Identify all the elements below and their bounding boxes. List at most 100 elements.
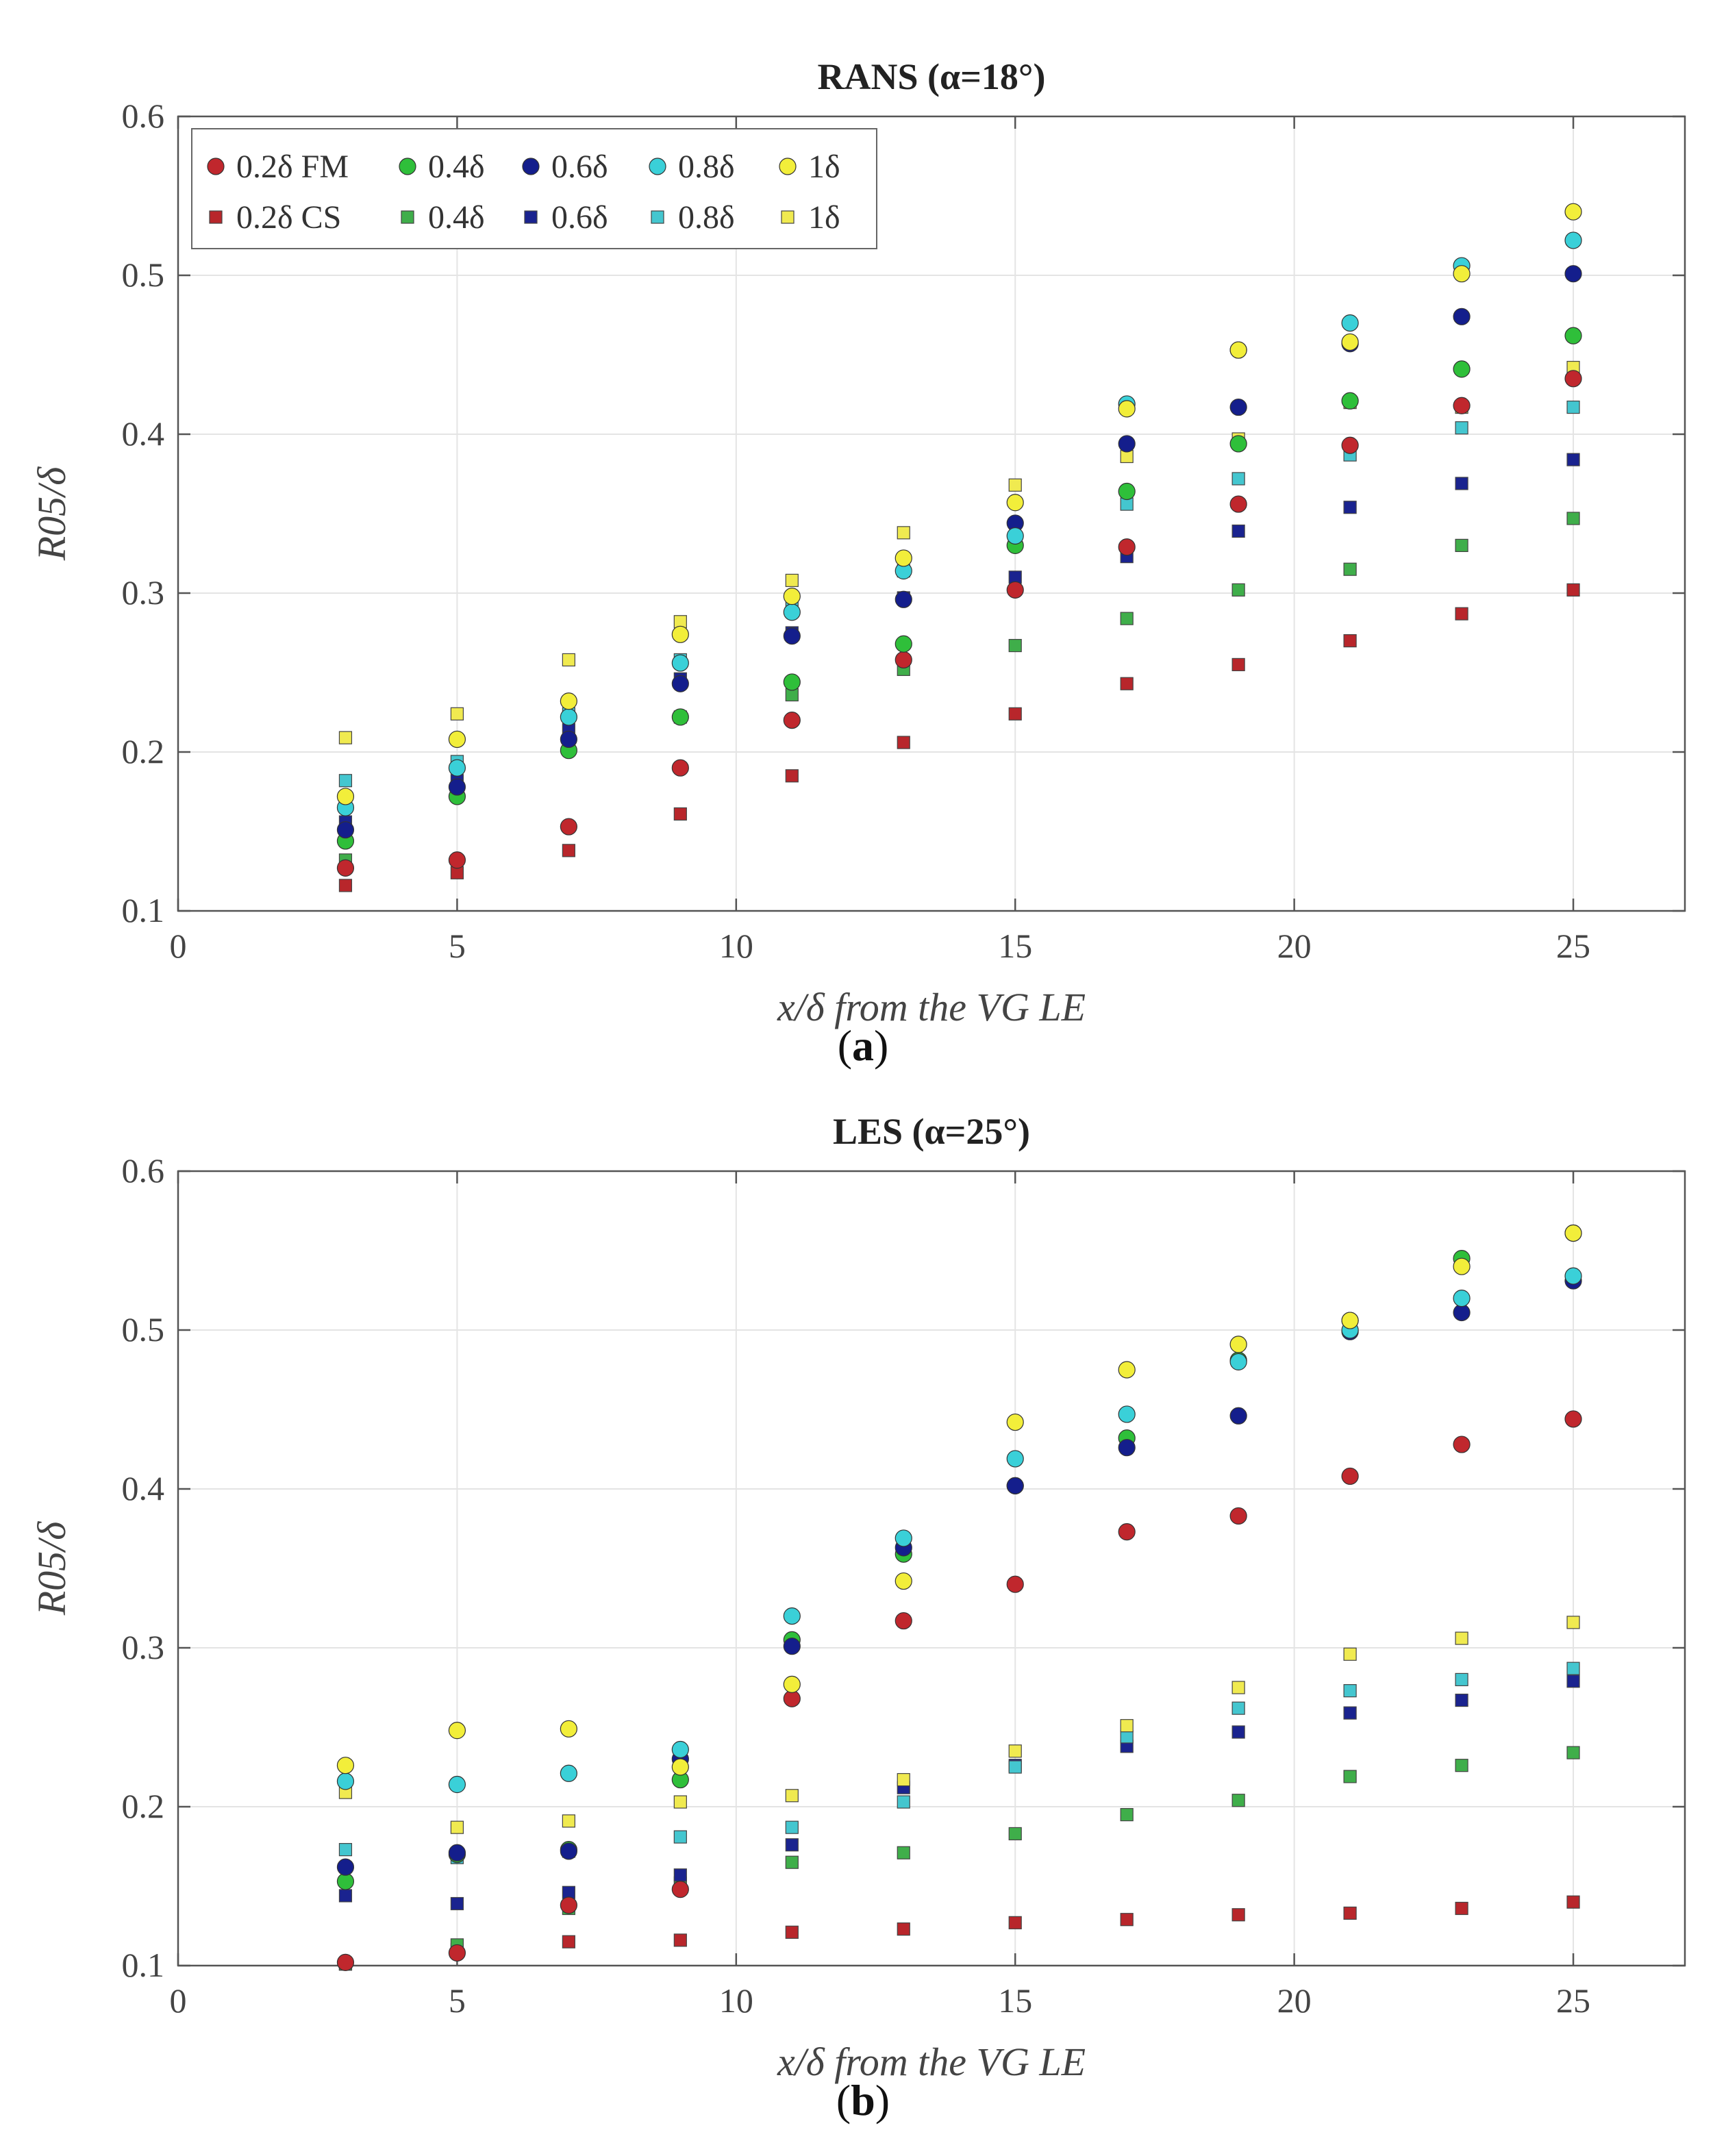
data-point (785, 1789, 799, 1803)
data-point (785, 573, 799, 588)
data-point (1231, 1681, 1245, 1694)
data-point (671, 708, 689, 726)
data-point (895, 1612, 912, 1630)
data-point (1453, 360, 1471, 378)
legend-marker (779, 158, 797, 175)
caption-a-wrapper: (a) (837, 1021, 889, 1070)
legend-label: 1δ (808, 149, 840, 185)
data-point (1564, 1224, 1582, 1242)
plot-frame (177, 1170, 1686, 1967)
legend-marker (399, 158, 416, 175)
series-0-8--circle (336, 1267, 1582, 1794)
chart-title: LES (α=25°) (833, 1111, 1030, 1152)
data-point (1118, 400, 1136, 418)
x-tick-label: 0 (170, 1981, 187, 2020)
data-point (1564, 1410, 1582, 1428)
data-point (1343, 1906, 1357, 1920)
data-point (783, 603, 801, 621)
series-0-8--square (338, 400, 1580, 788)
y-tick-label: 0.6 (122, 1151, 165, 1190)
data-point (1006, 1477, 1024, 1494)
data-point (1231, 472, 1245, 486)
data-point (671, 675, 689, 692)
data-point (673, 807, 687, 821)
data-point (1231, 1725, 1245, 1739)
data-point (560, 692, 577, 710)
x-tick-label: 0 (170, 927, 187, 965)
data-point (562, 844, 575, 857)
y-tick-label: 0.1 (122, 1946, 165, 1984)
y-tick-label: 0.1 (122, 891, 165, 929)
data-point (1343, 1706, 1357, 1720)
x-tick-label: 5 (449, 927, 466, 965)
plot-frame (177, 115, 1686, 912)
data-point (785, 1855, 799, 1869)
data-point (1229, 435, 1247, 453)
x-tick-label: 10 (719, 1981, 753, 2020)
data-point (338, 1889, 353, 1903)
data-point (673, 1795, 687, 1809)
legend-marker (522, 158, 540, 175)
data-point (448, 1775, 466, 1794)
legend: 0.2δ FM 0.4δ 0.6δ 0.8δ 1δ 0.2δ CS 0.4δ 0.6δ 0.8δ… (191, 128, 877, 249)
legend-label: 0.6δ (551, 149, 608, 185)
data-point (560, 818, 577, 836)
series-0-4--square (338, 1746, 1580, 1971)
data-point (1566, 1675, 1580, 1688)
data-point (1455, 1759, 1468, 1772)
data-point (1008, 1827, 1022, 1841)
data-point (895, 651, 912, 669)
data-point (1564, 231, 1582, 249)
data-point (336, 1858, 355, 1876)
data-point (1453, 397, 1471, 414)
data-point (1343, 1770, 1357, 1783)
series-0-4--circle (336, 327, 1582, 850)
data-point (1118, 1439, 1136, 1457)
data-point (1006, 527, 1024, 545)
data-point (897, 1772, 910, 1787)
data-point (1566, 512, 1580, 525)
data-point (1231, 1701, 1245, 1715)
data-point (1564, 327, 1582, 344)
data-point (783, 1607, 801, 1625)
x-tick-label: 20 (1277, 1981, 1312, 2020)
series-0-8--square (338, 1662, 1580, 1864)
data-point (560, 730, 577, 749)
data-point (1008, 707, 1022, 720)
data-point (897, 1795, 910, 1809)
data-point (336, 1772, 355, 1790)
data-point (1455, 477, 1468, 490)
data-point (1564, 203, 1582, 221)
data-point (336, 788, 355, 805)
legend-label: 0.6δ (551, 199, 608, 236)
data-point (336, 1757, 355, 1775)
data-point (1343, 1647, 1357, 1661)
data-point (1231, 657, 1245, 672)
data-point (1455, 1901, 1468, 1916)
data-point (338, 774, 353, 788)
series-0-2-fm-circle (336, 1410, 1582, 1971)
data-point (1566, 1662, 1580, 1675)
data-point (671, 1740, 689, 1759)
legend-marker (401, 210, 414, 224)
data-point (1341, 392, 1359, 410)
data-point (1341, 333, 1359, 351)
data-point (783, 627, 801, 645)
data-point (1341, 1312, 1359, 1329)
y-tick-label: 0.4 (122, 414, 165, 453)
data-point (1453, 1290, 1471, 1307)
data-point (1229, 1507, 1247, 1525)
x-tick-label: 5 (449, 1981, 466, 2020)
data-point (1008, 1916, 1022, 1929)
series-0-4--circle (336, 1224, 1582, 1890)
data-point (560, 1720, 577, 1738)
data-point (895, 1572, 912, 1590)
data-point (448, 851, 466, 869)
data-point (1566, 583, 1580, 597)
data-point (1231, 1794, 1245, 1807)
data-point (338, 1843, 353, 1857)
data-point (1006, 494, 1024, 512)
x-axis-label: x/δ from the VG LE (777, 985, 1086, 1029)
data-point (1566, 453, 1580, 466)
data-point (895, 590, 912, 608)
